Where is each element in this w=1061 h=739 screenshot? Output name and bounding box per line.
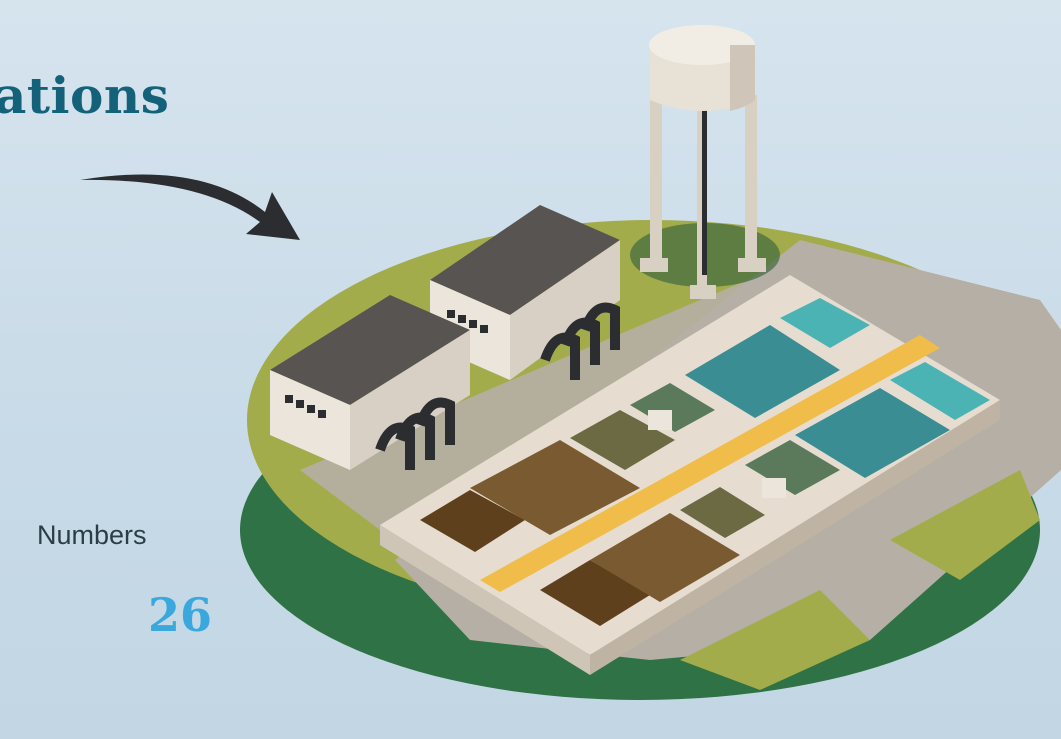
pump-house-front — [270, 295, 470, 470]
walkway — [480, 335, 940, 592]
water-tower — [630, 25, 780, 299]
stat-value: 26 — [148, 588, 213, 642]
stat-label: Numbers — [37, 520, 147, 550]
page-title: ations — [0, 66, 170, 125]
curved-arrow-icon — [80, 174, 300, 240]
treatment-basins — [380, 275, 1000, 675]
